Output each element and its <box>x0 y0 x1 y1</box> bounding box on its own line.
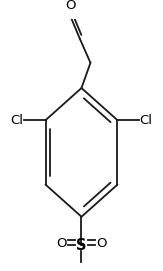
Text: Cl: Cl <box>140 114 153 127</box>
Text: O: O <box>66 0 76 12</box>
Text: O: O <box>56 237 66 250</box>
Text: S: S <box>76 238 87 253</box>
Text: Cl: Cl <box>10 114 23 127</box>
Text: O: O <box>97 237 107 250</box>
